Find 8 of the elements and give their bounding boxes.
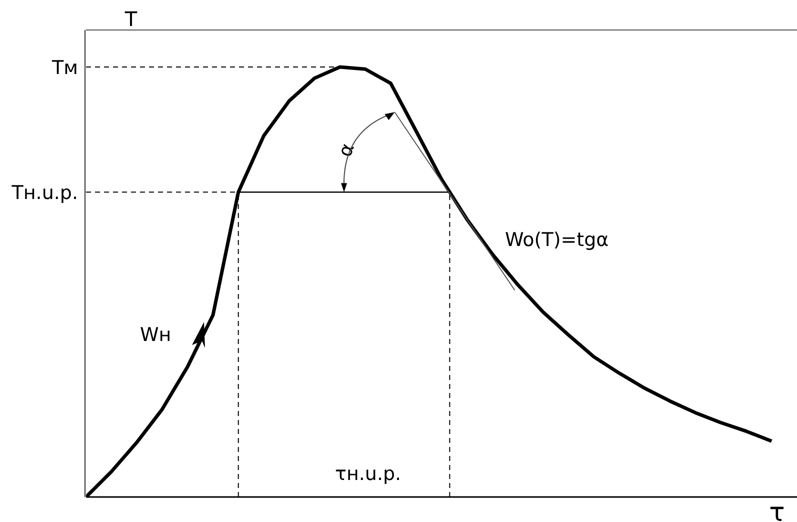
annotation: τн.u.p. [335,463,402,485]
ref-line-label: Tн.u.p. [10,182,78,204]
annotation: Wo(T)=tgα [505,229,609,251]
ref-line-label: Tм [51,57,78,79]
y-axis-title: T [124,7,138,31]
x-axis-title: τ [769,498,785,522]
annotation: Wн [140,324,172,346]
annotation: α [334,140,359,160]
